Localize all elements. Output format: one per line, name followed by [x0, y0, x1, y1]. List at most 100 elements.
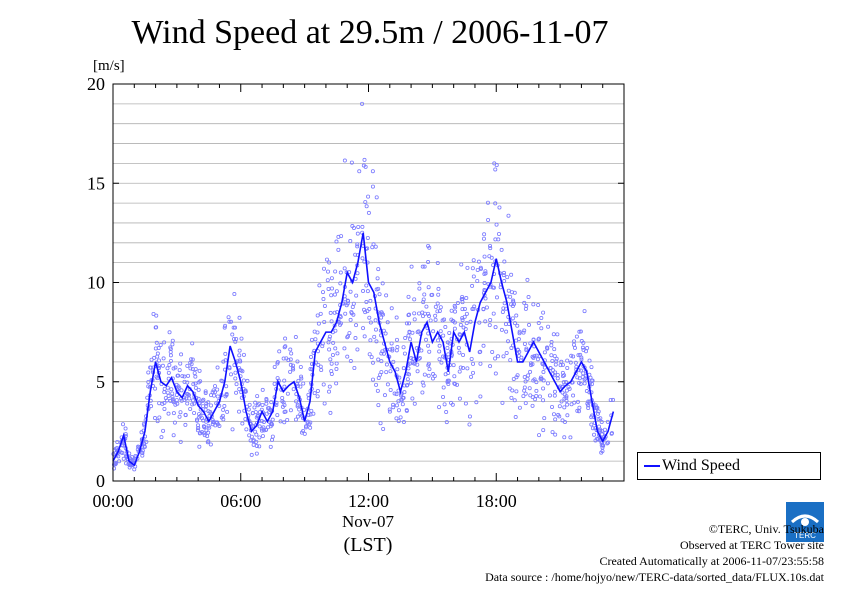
- scatter-point: [157, 401, 162, 406]
- scatter-point: [512, 398, 517, 403]
- scatter-point: [536, 303, 541, 308]
- scatter-point: [390, 346, 395, 351]
- scatter-point: [522, 328, 527, 333]
- scatter-point: [410, 330, 415, 335]
- scatter-point: [120, 451, 125, 456]
- scatter-point: [322, 319, 327, 324]
- scatter-point: [247, 433, 252, 438]
- scatter-point: [483, 296, 488, 301]
- scatter-point: [441, 333, 446, 338]
- scatter-point: [406, 333, 411, 338]
- scatter-point: [464, 321, 469, 326]
- scatter-point: [195, 418, 200, 423]
- scatter-point: [561, 374, 566, 379]
- scatter-point: [168, 359, 173, 364]
- scatter-point: [343, 311, 348, 316]
- scatter-point: [299, 374, 304, 379]
- scatter-point: [326, 340, 331, 345]
- scatter-point: [264, 401, 269, 406]
- scatter-point: [233, 376, 238, 381]
- scatter-point: [191, 398, 196, 403]
- scatter-point: [394, 337, 399, 342]
- scatter-point: [121, 422, 126, 427]
- scatter-point: [421, 300, 426, 305]
- scatter-point: [572, 339, 577, 344]
- scatter-point: [447, 330, 452, 335]
- scatter-point: [517, 405, 522, 410]
- scatter-point: [156, 346, 161, 351]
- scatter-point: [510, 388, 515, 393]
- scatter-point: [457, 350, 462, 355]
- scatter-point: [367, 315, 372, 320]
- scatter-point: [431, 329, 436, 334]
- scatter-point: [575, 399, 580, 404]
- scatter-point: [459, 262, 464, 267]
- scatter-point: [327, 384, 332, 389]
- scatter-point: [416, 329, 421, 334]
- scatter-point: [409, 356, 414, 361]
- scatter-point: [361, 289, 366, 294]
- scatter-point: [601, 443, 606, 448]
- scatter-point: [259, 426, 264, 431]
- scatter-point: [288, 408, 293, 413]
- scatter-point: [157, 415, 162, 420]
- scatter-point: [362, 307, 367, 312]
- scatter-point: [475, 268, 480, 273]
- scatter-point: [320, 341, 325, 346]
- scatter-point: [400, 402, 405, 407]
- scatter-point: [487, 323, 492, 328]
- scatter-point: [551, 332, 556, 337]
- scatter-point: [373, 327, 378, 332]
- scatter-point: [244, 427, 249, 432]
- x-tick-label: 18:00: [476, 491, 517, 511]
- scatter-point: [554, 356, 559, 361]
- scatter-point: [415, 369, 420, 374]
- scatter-point: [461, 366, 466, 371]
- scatter-point: [193, 374, 198, 379]
- scatter-point: [320, 290, 325, 295]
- scatter-point: [497, 205, 502, 210]
- scatter-point: [496, 231, 501, 236]
- scatter-point: [550, 404, 555, 409]
- scatter-point: [158, 343, 163, 348]
- scatter-point: [577, 329, 582, 334]
- scatter-point: [536, 337, 541, 342]
- scatter-point: [296, 378, 301, 383]
- scatter-point: [436, 292, 441, 297]
- scatter-point: [219, 378, 224, 383]
- scatter-point: [153, 386, 158, 391]
- scatter-point: [490, 349, 495, 354]
- scatter-point: [433, 317, 438, 322]
- scatter-point: [155, 419, 160, 424]
- scatter-point: [553, 432, 558, 437]
- scatter-point: [534, 388, 539, 393]
- scatter-point: [295, 359, 300, 364]
- scatter-point: [553, 417, 558, 422]
- scatter-point: [327, 389, 332, 394]
- scatter-point: [546, 324, 551, 329]
- scatter-point: [159, 435, 164, 440]
- credits-block: ©TERC, Univ. Tsukuba Observed at TERC To…: [485, 521, 824, 585]
- scatter-point: [142, 444, 147, 449]
- scatter-point: [311, 411, 316, 416]
- scatter-point: [354, 323, 359, 328]
- scatter-point: [288, 369, 293, 374]
- scatter-point: [146, 379, 151, 384]
- scatter-point: [282, 409, 287, 414]
- scatter-point: [449, 308, 454, 313]
- scatter-point: [379, 351, 384, 356]
- scatter-point: [461, 352, 466, 357]
- scatter-point: [178, 361, 183, 366]
- scatter-point: [379, 370, 384, 375]
- scatter-point: [554, 359, 559, 364]
- scatter-point: [115, 439, 120, 444]
- scatter-point: [573, 360, 578, 365]
- scatter-point: [146, 370, 151, 375]
- scatter-point: [478, 266, 483, 271]
- scatter-point: [456, 345, 461, 350]
- scatter-point: [510, 316, 515, 321]
- scatter-point: [574, 334, 579, 339]
- scatter-point: [322, 401, 327, 406]
- scatter-point: [535, 357, 540, 362]
- scatter-point: [435, 309, 440, 314]
